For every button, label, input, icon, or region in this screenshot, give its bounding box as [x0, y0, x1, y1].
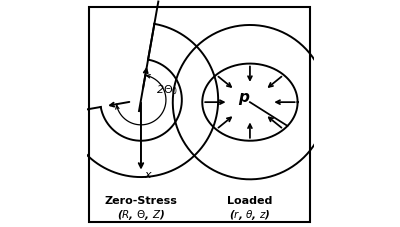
- Text: 2$\Theta_0$: 2$\Theta_0$: [156, 83, 178, 96]
- Text: $x$: $x$: [144, 170, 153, 180]
- Text: Loaded: Loaded: [227, 196, 273, 206]
- Text: ($R$, $\Theta$, $Z$): ($R$, $\Theta$, $Z$): [117, 207, 165, 222]
- Text: Zero-Stress: Zero-Stress: [104, 196, 178, 206]
- Text: p: p: [238, 90, 248, 105]
- Text: ($r$, $\theta$, $z$): ($r$, $\theta$, $z$): [229, 207, 271, 222]
